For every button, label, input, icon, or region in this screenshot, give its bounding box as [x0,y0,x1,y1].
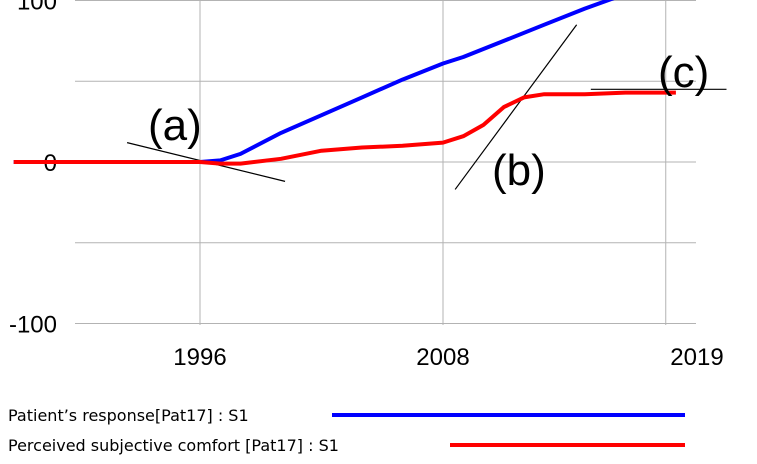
annotation-label: (c) [658,48,709,97]
y-tick-label: 100 [17,0,57,16]
x-axis-ticks: 1996 2008 2019 [173,344,723,371]
legend: Patient’s response[Pat17] : S1 Perceived … [8,406,685,455]
x-tick-label: 1996 [173,344,226,371]
annotation-label: (a) [148,101,202,150]
series-line [13,90,676,166]
y-tick-label: -100 [9,312,57,339]
legend-label: Perceived subjective comfort [Pat17] : S… [8,436,339,455]
annotation-label: (b) [492,146,546,195]
legend-label: Patient’s response[Pat17] : S1 [8,406,249,425]
x-tick-label: 2019 [670,344,723,371]
x-tick-label: 2008 [416,344,469,371]
series-lines [13,0,676,166]
tangent-line [454,24,578,190]
series-line [13,0,615,164]
annotations: (a) (b) (c) [148,48,709,195]
